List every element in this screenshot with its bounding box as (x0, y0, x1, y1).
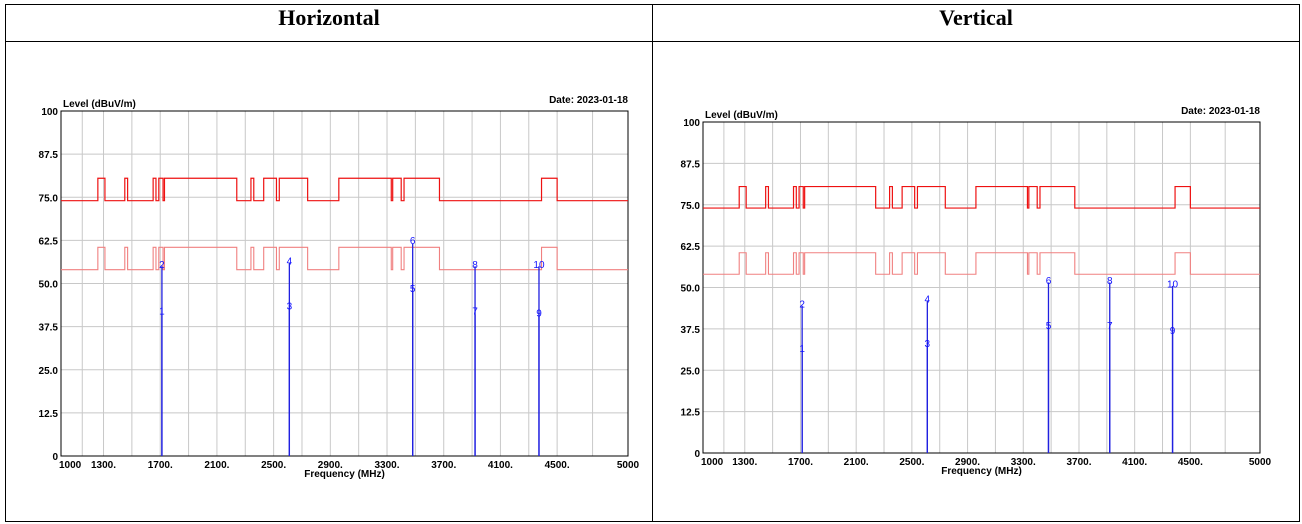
x-tick-label: 3300. (375, 460, 400, 471)
x-tick-label: 5000 (617, 460, 640, 471)
peak-marker-label: 7 (472, 307, 478, 318)
x-tick-label: 1300. (91, 460, 116, 471)
horizontal-chart: 0 12.5 25.0 37.5 50.0 62.5 75.0 87.5 100 1000 1300… (39, 95, 640, 480)
average-limit-line (61, 246, 628, 271)
peak-marker-label: 6 (410, 236, 416, 247)
x-tick-label: 2100. (204, 460, 229, 471)
peak-marker-label: 9 (536, 308, 542, 319)
y-tick-label: 75.0 (681, 201, 701, 212)
x-tick-label: 4100. (488, 460, 513, 471)
y-tick-label: 50.0 (39, 280, 59, 291)
plot-frame (702, 121, 1261, 454)
peak-marker-label: 2 (159, 260, 165, 271)
peak-marker-label: 1 (159, 307, 165, 318)
x-tick-label: 2900. (318, 460, 343, 471)
peak-marker-label: 5 (1046, 321, 1052, 332)
peak-marker-label: 3 (287, 301, 293, 312)
vertical-header: Vertical (652, 4, 1300, 42)
y-tick-label: 25.0 (39, 366, 59, 377)
x-tick-label: 2500. (899, 457, 924, 468)
y-tick-label: 0 (52, 452, 58, 463)
x-tick-label: 2900. (955, 457, 980, 468)
x-tick-label: 1300. (732, 457, 757, 468)
x-tick-label: 1000 (59, 460, 82, 471)
peak-limit-line (61, 177, 628, 202)
x-tick-label: 1000 (701, 457, 724, 468)
y-tick-label: 12.5 (39, 409, 59, 420)
y-axis-label: Level (dBuV/m) (63, 99, 136, 110)
plot-frame (60, 110, 629, 457)
horizontal-header: Horizontal (5, 4, 653, 42)
peak-marker-label: 1 (799, 344, 805, 355)
x-tick-label: 4500. (545, 460, 570, 471)
peak-limit-line (703, 185, 1260, 209)
x-tick-label: 1700. (148, 460, 173, 471)
peak-marker-label: 8 (1107, 276, 1113, 287)
y-tick-label: 50.0 (681, 284, 701, 295)
results-table: Horizontal Vertical 0 12.5 25.0 37.5 50.0 62.… (5, 4, 1300, 522)
y-tick-label: 62.5 (39, 236, 59, 247)
y-tick-label: 87.5 (681, 159, 701, 170)
peak-marker-label: 4 (287, 257, 293, 268)
y-tick-label: 62.5 (681, 242, 701, 253)
x-tick-label: 4100. (1122, 457, 1147, 468)
peak-marker-label: 5 (410, 284, 416, 295)
x-tick-label: 1700. (788, 457, 813, 468)
date-label: Date: 2023-01-18 (549, 95, 628, 106)
average-limit-line (703, 252, 1260, 275)
vertical-cell: 0 12.5 25.0 37.5 50.0 62.5 75.0 87.5 100 1000 1300… (652, 41, 1300, 522)
y-tick-label: 0 (694, 449, 700, 460)
x-tick-label: 2100. (844, 457, 869, 468)
peak-marker-label: 6 (1046, 276, 1052, 287)
peak-marker-label: 7 (1107, 321, 1113, 332)
y-tick-label: 75.0 (39, 193, 59, 204)
y-tick-label: 12.5 (681, 408, 701, 419)
y-tick-label: 25.0 (681, 366, 701, 377)
x-tick-label: 2500. (261, 460, 286, 471)
peak-marker-label: 10 (1167, 280, 1179, 291)
x-tick-label: 3700. (431, 460, 456, 471)
x-axis-label: Frequency (MHz) (941, 466, 1022, 477)
y-tick-label: 87.5 (39, 150, 59, 161)
vertical-chart: 0 12.5 25.0 37.5 50.0 62.5 75.0 87.5 100 1000 1300… (681, 106, 1272, 477)
date-label: Date: 2023-01-18 (1181, 106, 1260, 117)
x-tick-label: 3700. (1066, 457, 1091, 468)
y-tick-label: 37.5 (39, 323, 59, 334)
x-axis-label: Frequency (MHz) (304, 469, 385, 480)
peak-marker-label: 9 (1170, 326, 1176, 337)
peak-marker-label: 4 (925, 294, 931, 305)
peak-marker-label: 10 (533, 260, 545, 271)
peak-marker-label: 8 (472, 260, 478, 271)
y-tick-label: 100 (41, 107, 58, 118)
x-tick-label: 5000 (1249, 457, 1272, 468)
peak-marker-label: 3 (925, 339, 931, 350)
horizontal-cell: 0 12.5 25.0 37.5 50.0 62.5 75.0 87.5 100 1000 1300… (5, 41, 653, 522)
x-tick-label: 3300. (1011, 457, 1036, 468)
y-tick-label: 100 (683, 118, 700, 129)
y-axis-label: Level (dBuV/m) (705, 110, 778, 121)
y-tick-label: 37.5 (681, 325, 701, 336)
x-tick-label: 4500. (1178, 457, 1203, 468)
peak-marker-label: 2 (799, 299, 805, 310)
